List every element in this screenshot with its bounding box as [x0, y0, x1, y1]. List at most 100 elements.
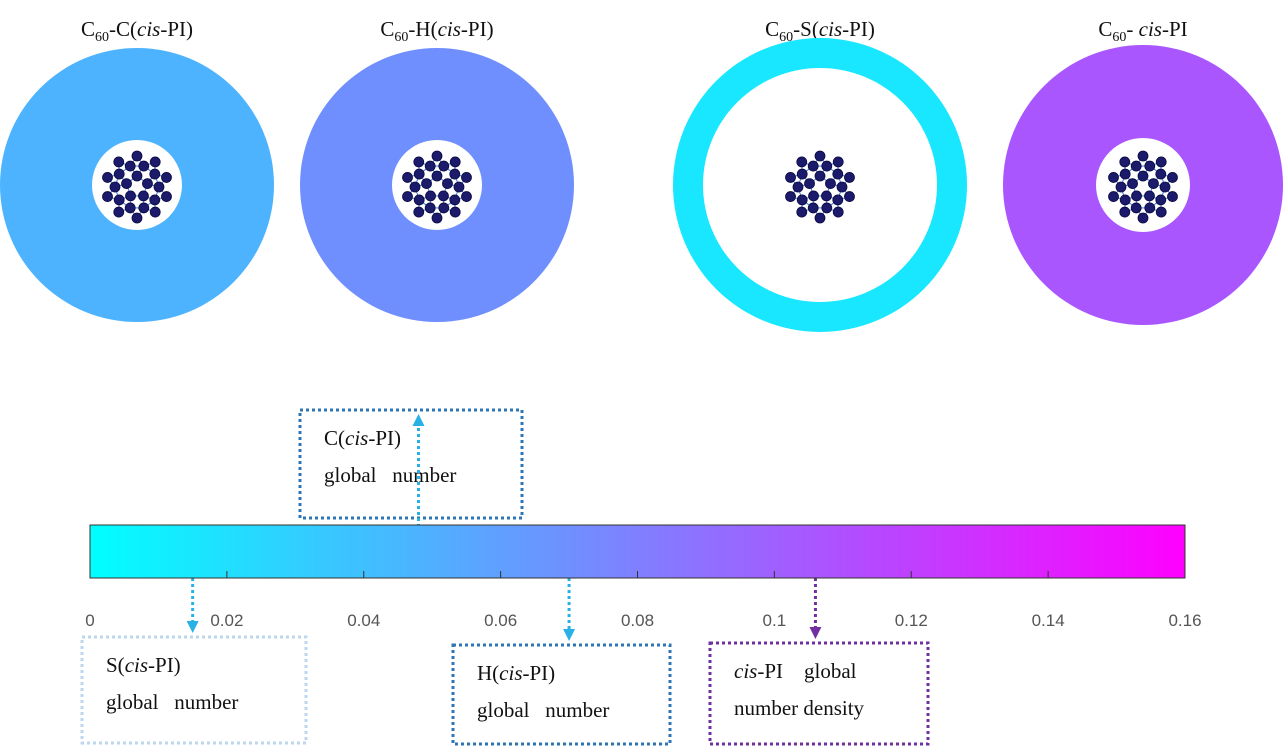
text-segment: -S( [793, 17, 819, 41]
atom [836, 181, 848, 193]
atom [1119, 156, 1131, 168]
atom [461, 191, 472, 202]
atom [449, 206, 461, 218]
atom [438, 160, 450, 172]
subscript: 60 [1112, 30, 1126, 45]
atom [424, 202, 436, 214]
atom [102, 191, 113, 202]
atom [1148, 178, 1159, 190]
text-segment: cis [819, 17, 842, 41]
atom [449, 168, 461, 180]
arrow-head [186, 621, 199, 633]
annotation-box [298, 408, 524, 520]
annotation-text: S(cis-PI) [106, 653, 181, 677]
atom [814, 150, 826, 162]
atom [1127, 178, 1138, 190]
text-segment: number density [734, 696, 865, 720]
atom [1108, 172, 1119, 183]
subscript: 60 [394, 30, 408, 45]
atom [844, 191, 855, 202]
atom [821, 202, 833, 214]
atom [124, 160, 136, 172]
atom [832, 168, 844, 180]
fullerene [402, 150, 472, 224]
atom [149, 206, 161, 218]
atom [431, 212, 443, 224]
text-segment: -PI) [461, 17, 494, 41]
fullerene [785, 150, 855, 224]
atom [785, 191, 796, 202]
atom [1155, 206, 1167, 218]
text-segment: cis [734, 659, 757, 683]
atom [149, 156, 161, 168]
atom [1131, 190, 1142, 202]
atom [149, 168, 161, 180]
atom [1144, 160, 1156, 172]
panel-title: C60-S(cis-PI) [765, 17, 875, 45]
atom [1159, 181, 1171, 193]
atom [138, 160, 150, 172]
atom [413, 156, 425, 168]
atom [1137, 212, 1149, 224]
atom [113, 168, 125, 180]
ring [300, 48, 574, 322]
atom [814, 170, 826, 182]
text-segment: global number [106, 690, 238, 714]
atom [832, 156, 844, 168]
atom [1130, 202, 1142, 214]
atom [808, 190, 819, 202]
atom [138, 190, 149, 202]
atom [1115, 181, 1127, 193]
atom [821, 190, 832, 202]
annotation-text: global number [106, 690, 238, 714]
atom [1144, 190, 1155, 202]
annotation-text: cis-PI global [734, 659, 857, 683]
atom [1119, 194, 1131, 206]
text-segment: -PI [1162, 17, 1188, 41]
atom [807, 202, 819, 214]
text-segment: -PI) [368, 426, 401, 450]
text-segment: C [765, 17, 779, 41]
annotation-text: global number [324, 463, 456, 487]
text-segment: S( [106, 653, 125, 677]
atom [161, 172, 172, 183]
atom [1130, 160, 1142, 172]
atom [131, 150, 143, 162]
panel-title: C60-C(cis-PI) [81, 17, 193, 45]
text-segment: H( [477, 661, 499, 685]
text-segment: -PI) [148, 653, 181, 677]
atom [413, 168, 425, 180]
atom [442, 178, 453, 190]
text-segment: C [81, 17, 95, 41]
atom [1137, 170, 1149, 182]
annotation-box [451, 643, 672, 746]
tick-label: 0.14 [1032, 611, 1065, 630]
atom [153, 181, 165, 193]
text-segment: cis [345, 426, 368, 450]
text-segment: C [1098, 17, 1112, 41]
text-segment: -C( [109, 17, 137, 41]
atom [431, 150, 443, 162]
annotation-box [708, 641, 930, 746]
atom [1167, 191, 1178, 202]
atom [804, 178, 815, 190]
text-segment: - [1126, 17, 1138, 41]
atom [409, 181, 421, 193]
atom [814, 212, 826, 224]
tick-label: 0.1 [763, 611, 787, 630]
text-segment: -PI global [757, 659, 856, 683]
colorbar [89, 524, 1186, 579]
arrow-head [809, 627, 822, 639]
atom [113, 156, 125, 168]
atom [113, 206, 125, 218]
atom [161, 191, 172, 202]
atom [453, 181, 465, 193]
atom [121, 178, 132, 190]
tick-label: 0.02 [210, 611, 243, 630]
subscript: 60 [95, 30, 109, 45]
fullerene [1108, 150, 1178, 224]
ring [673, 38, 967, 332]
atom [1155, 156, 1167, 168]
